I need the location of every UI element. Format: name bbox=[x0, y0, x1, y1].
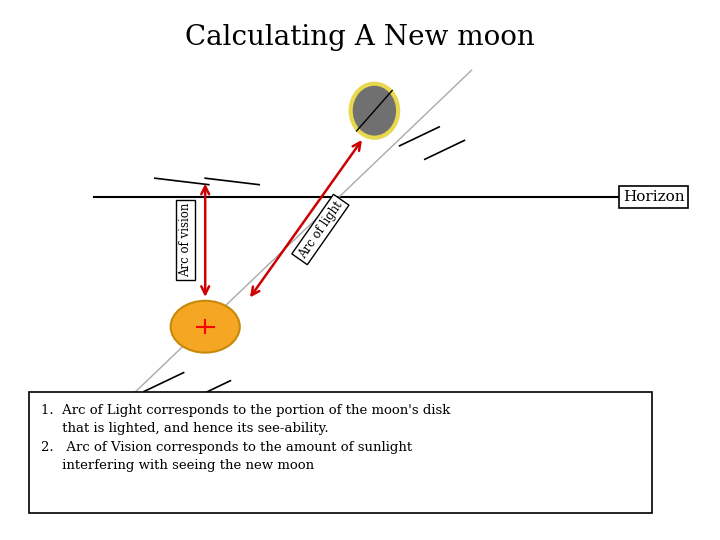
Circle shape bbox=[171, 301, 240, 353]
FancyBboxPatch shape bbox=[29, 392, 652, 513]
Ellipse shape bbox=[351, 84, 398, 138]
Text: Arc of vision: Arc of vision bbox=[179, 203, 192, 278]
Text: Horizon: Horizon bbox=[623, 190, 685, 204]
Text: Arc of light: Arc of light bbox=[296, 198, 345, 261]
Text: 1.  Arc of Light corresponds to the portion of the moon's disk
     that is ligh: 1. Arc of Light corresponds to the porti… bbox=[41, 404, 451, 472]
Text: Calculating A New moon: Calculating A New moon bbox=[185, 24, 535, 51]
